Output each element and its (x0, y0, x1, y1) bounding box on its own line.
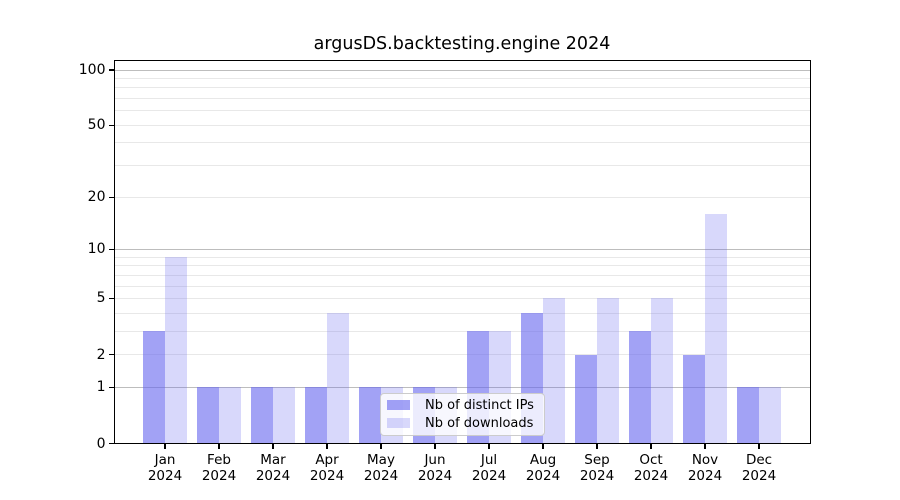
gridline-minor-4 (113, 312, 811, 314)
y-tick-label-100: 100 (78, 62, 106, 78)
x-tick-label-10: Nov 2024 (687, 451, 723, 484)
x-tick-mark-0 (164, 443, 166, 449)
legend-label-downloads: Nb of downloads (425, 415, 534, 431)
gridline-minor-3 (113, 330, 811, 332)
y-tick-mark-20 (108, 196, 114, 198)
y-tick-label-1: 1 (96, 379, 106, 396)
bar-downloads-feb (219, 387, 241, 444)
gridline-major-100 (113, 69, 811, 71)
chart-title: argusDS.backtesting.engine 2024 (313, 34, 611, 54)
gridline-minor-2 (113, 354, 811, 356)
y-tick-mark-50 (108, 124, 114, 126)
gridline-minor-60 (113, 110, 811, 112)
x-tick-label-9: Oct 2024 (633, 451, 669, 484)
x-tick-mark-10 (704, 443, 706, 449)
bar-downloads-aug (543, 298, 565, 444)
bar-ips-mar (251, 387, 273, 444)
x-tick-label-5: Jun 2024 (417, 451, 453, 484)
x-tick-mark-4 (380, 443, 382, 449)
gridline-minor-80 (113, 87, 811, 89)
x-tick-label-11: Dec 2024 (741, 451, 777, 484)
y-tick-mark-100 (108, 69, 114, 71)
gridline-major-10 (113, 248, 811, 250)
y-tick-label-50: 50 (87, 117, 106, 134)
legend-row: Nb of downloads (387, 415, 544, 431)
y-tick-mark-2 (108, 353, 114, 356)
gridline-minor-6 (113, 285, 811, 287)
legend: Nb of distinct IPs Nb of downloads (380, 392, 545, 436)
bar-downloads-oct (651, 298, 673, 444)
x-tick-mark-7 (542, 443, 544, 449)
x-tick-label-3: Apr 2024 (309, 451, 345, 484)
y-tick-label-10: 10 (87, 241, 106, 258)
x-tick-mark-5 (434, 443, 436, 449)
x-tick-label-2: Mar 2024 (255, 451, 291, 484)
bar-downloads-nov (705, 214, 727, 444)
y-tick-label-0: 0 (96, 435, 106, 452)
x-tick-mark-3 (326, 443, 328, 449)
bar-downloads-mar (273, 387, 295, 444)
bar-downloads-sep (597, 298, 619, 444)
y-tick-label-2: 2 (96, 346, 106, 363)
x-tick-label-0: Jan 2024 (147, 451, 183, 484)
bar-ips-apr (305, 387, 327, 444)
gridline-minor-5 (113, 297, 811, 299)
gridline-minor-7 (113, 274, 811, 276)
y-tick-mark-10 (108, 248, 114, 251)
x-tick-label-8: Sep 2024 (579, 451, 615, 484)
y-tick-label-5: 5 (96, 290, 106, 307)
bar-downloads-jan (165, 257, 187, 444)
y-tick-mark-5 (108, 297, 114, 300)
gridline-minor-70 (113, 98, 811, 100)
bar-ips-oct (629, 331, 651, 444)
gridline-minor-40 (113, 142, 811, 144)
bar-ips-nov (683, 354, 705, 444)
gridline-minor-30 (113, 165, 811, 167)
bar-ips-dec (737, 387, 759, 444)
gridline-minor-90 (113, 77, 811, 79)
bar-ips-sep (575, 354, 597, 444)
x-tick-mark-2 (272, 443, 274, 449)
x-tick-mark-9 (650, 443, 652, 449)
y-tick-label-20: 20 (87, 189, 106, 206)
bar-ips-jan (143, 331, 165, 444)
bar-ips-feb (197, 387, 219, 444)
gridline-major-1 (113, 386, 811, 388)
legend-label-distinct-ips: Nb of distinct IPs (425, 397, 534, 413)
y-tick-mark-0 (108, 442, 114, 445)
bar-downloads-dec (759, 387, 781, 444)
bar-ips-may (359, 387, 381, 444)
plot-area (113, 60, 811, 444)
x-tick-label-7: Aug 2024 (525, 451, 561, 484)
legend-swatch-downloads (387, 418, 410, 428)
x-tick-mark-8 (596, 443, 598, 449)
gridline-minor-8 (113, 265, 811, 267)
legend-swatch-distinct-ips (387, 400, 410, 410)
x-tick-mark-1 (218, 443, 220, 449)
x-tick-label-1: Feb 2024 (201, 451, 237, 484)
x-tick-mark-6 (488, 443, 490, 449)
bar-downloads-apr (327, 313, 349, 444)
gridline-minor-20 (113, 196, 811, 198)
x-tick-label-4: May 2024 (363, 451, 399, 484)
gridline-minor-50 (113, 124, 811, 126)
legend-row: Nb of distinct IPs (387, 397, 544, 413)
x-tick-label-6: Jul 2024 (471, 451, 507, 484)
y-tick-mark-1 (108, 386, 114, 388)
gridline-minor-9 (113, 256, 811, 258)
x-tick-mark-11 (758, 443, 760, 449)
